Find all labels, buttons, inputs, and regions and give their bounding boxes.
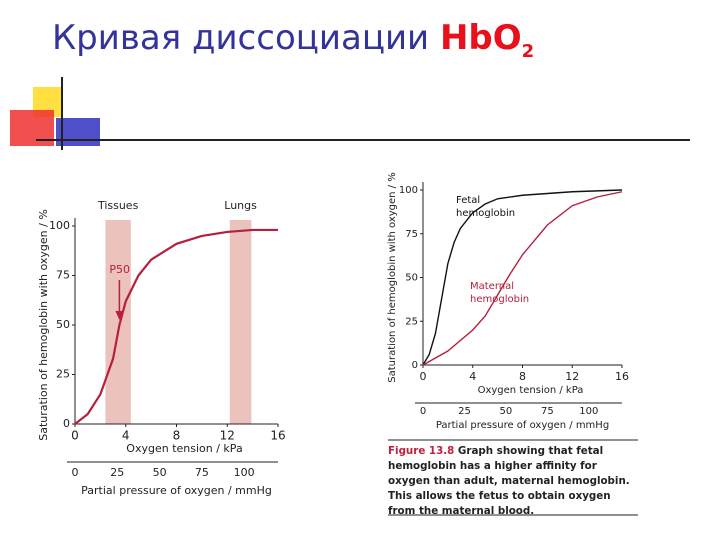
curve xyxy=(422,191,623,366)
x2-tick-label: 75 xyxy=(541,406,554,417)
slide-title: Кривая диссоциации HbO2 xyxy=(52,18,534,62)
curve xyxy=(74,228,278,425)
x2-tick-label: 50 xyxy=(153,466,167,479)
x-tick-label: 4 xyxy=(122,429,130,443)
x2-tick-label: 100 xyxy=(234,466,255,479)
x2-tick-label: 50 xyxy=(500,406,513,417)
x-tick-label: 16 xyxy=(270,429,285,443)
y-tick-label: 50 xyxy=(405,273,418,284)
formula-subscript: 2 xyxy=(521,40,535,62)
y-tick-label: 25 xyxy=(56,368,70,381)
y-axis-title: Saturation of hemoglobin with oxygen / % xyxy=(37,209,50,441)
x2-tick-label: 25 xyxy=(458,406,471,417)
caption-label: Figure 13.8 xyxy=(388,445,455,457)
x2-tick-label: 0 xyxy=(72,466,79,479)
y-tick-label: 75 xyxy=(405,229,418,240)
x2-tick-label: 0 xyxy=(420,406,426,417)
y-tick-label: 100 xyxy=(49,219,70,232)
x2-tick-label: 25 xyxy=(110,466,124,479)
caption-text: Graph showing that fetal hemoglobin has … xyxy=(388,445,630,517)
x2-axis-title: Partial pressure of oxygen / mmHg xyxy=(81,484,272,497)
x2-tick-label: 75 xyxy=(195,466,209,479)
x-tick-label: 12 xyxy=(220,429,235,443)
series-label: Fetal hemoglobin xyxy=(456,195,515,219)
title-text: Кривая диссоциации xyxy=(52,18,430,58)
y-tick-label: 25 xyxy=(405,316,418,327)
x-tick-label: 8 xyxy=(173,429,181,443)
y-tick-label: 0 xyxy=(412,360,418,371)
y-tick-label: 75 xyxy=(56,269,70,282)
x-tick-label: 16 xyxy=(615,370,629,383)
curve xyxy=(422,189,623,366)
x-tick-label: 8 xyxy=(519,370,526,383)
y-tick-label: 100 xyxy=(399,185,418,196)
x-tick-label: 4 xyxy=(469,370,476,383)
deco-blue xyxy=(56,118,100,146)
band-label: Tissues xyxy=(97,199,139,212)
x-tick-label: 12 xyxy=(565,370,579,383)
x-axis-title: Oxygen tension / kPa xyxy=(126,442,242,455)
annotation-arrowhead xyxy=(115,311,124,320)
y-axis-title: Saturation of hemoglobin with oxygen / % xyxy=(387,172,398,382)
x2-tick-label: 100 xyxy=(579,406,598,417)
band xyxy=(229,220,252,424)
x-axis-title: Oxygen tension / kPa xyxy=(478,385,584,396)
band xyxy=(105,220,131,424)
x2-axis-title: Partial pressure of oxygen / mmHg xyxy=(436,420,609,431)
caption: Figure 13.8 Graph showing that fetal hem… xyxy=(388,444,638,519)
y-tick-label: 0 xyxy=(63,417,70,430)
annotation: P50 xyxy=(109,263,130,276)
x-tick-label: 0 xyxy=(420,370,427,383)
y-tick-label: 50 xyxy=(56,318,70,331)
x-tick-label: 0 xyxy=(71,429,79,443)
band-label: Lungs xyxy=(224,199,257,212)
formula: HbO xyxy=(439,18,522,58)
series-label: Maternal hemoglobin xyxy=(470,281,529,305)
title-formula: HbO2 xyxy=(439,18,534,62)
